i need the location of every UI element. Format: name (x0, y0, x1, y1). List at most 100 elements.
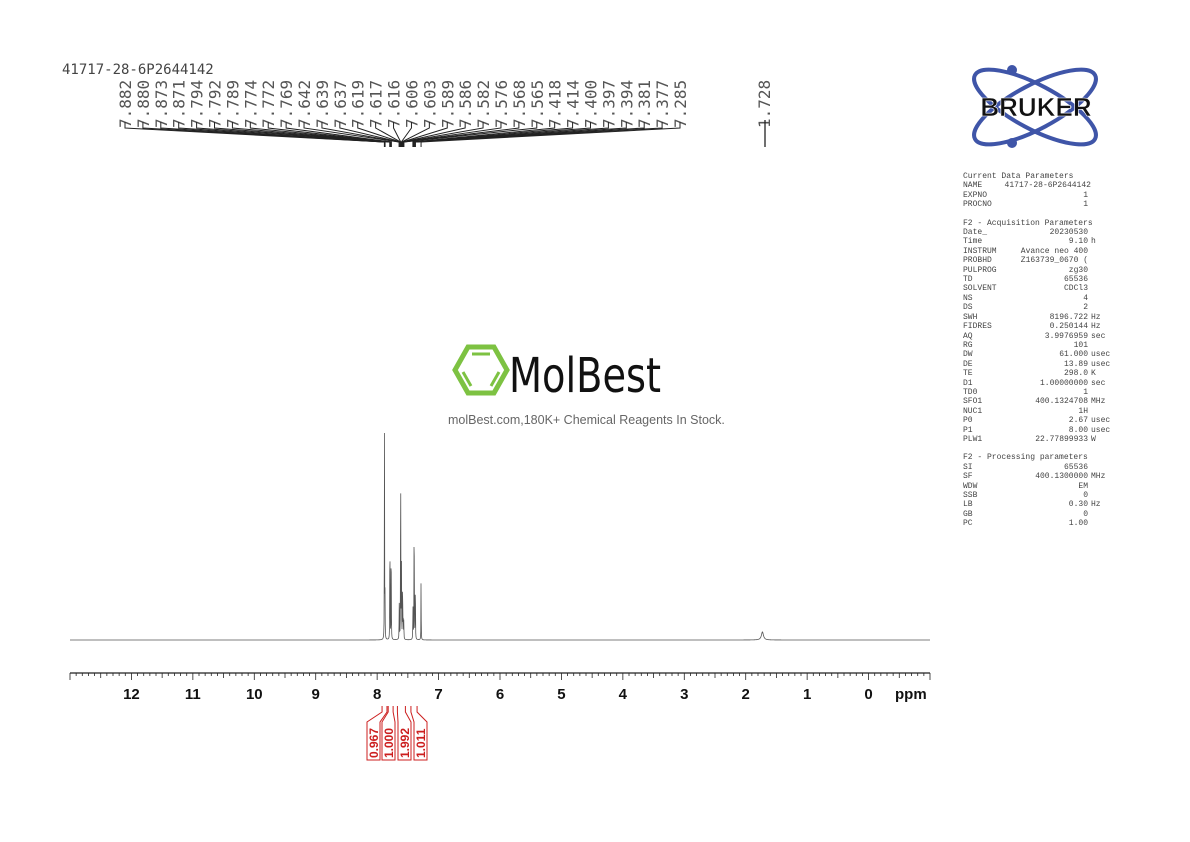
peak-label: 7.642 (295, 80, 314, 128)
param-row: P0 2.67 usec (963, 416, 1113, 425)
peak-label: 7.606 (402, 80, 421, 128)
param-value: 1 (1083, 200, 1088, 210)
integral-labels: 0.967 1.000 1.992 1.011 (366, 706, 428, 761)
param-value: 3.9976959 (1044, 331, 1088, 341)
param-name: NUC1 (963, 406, 983, 416)
peak-marker-line (412, 122, 574, 147)
param-row: TD 65536 (963, 275, 1113, 284)
param-name: Date_ (963, 228, 988, 238)
param-unit: MHz (1091, 397, 1106, 407)
axis-tick-label: 2 (742, 686, 750, 703)
param-unit (1088, 256, 1113, 265)
param-unit: Hz (1091, 312, 1101, 322)
param-value: 20230530 (1049, 228, 1088, 238)
param-unit (1088, 191, 1113, 200)
peak-label: 7.381 (635, 80, 654, 128)
param-unit: W (1091, 434, 1096, 444)
molbest-tagline: molBest.com,180K+ Chemical Reagents In S… (448, 413, 725, 427)
ppm-axis: 12 11 10 9 8 7 6 5 4 3 2 1 0 (69, 672, 931, 703)
param-value: zg30 (1068, 265, 1088, 275)
param-name: SI (963, 462, 973, 472)
param-unit (1088, 482, 1113, 491)
sample-id-title: 41717-28-6P2644142 (62, 62, 214, 78)
bruker-logo: BRUKER (972, 65, 1098, 148)
peak-label: 7.394 (617, 80, 636, 128)
param-value: 1 (1083, 190, 1088, 200)
param-value: CDCl3 (1063, 284, 1088, 294)
param-row: SWH 8196.722 Hz (963, 313, 1113, 322)
param-name: P1 (963, 425, 973, 435)
peak-label: 7.586 (456, 80, 475, 128)
axis-tick-label: 11 (185, 686, 201, 703)
param-name: NAME (963, 181, 983, 191)
param-name: TE (963, 369, 973, 379)
param-row: INSTRUM Avance neo 400 (963, 247, 1113, 256)
peak-label: 7.794 (188, 80, 207, 128)
peak-label: 7.619 (349, 80, 368, 128)
param-row: FIDRES 0.250144 Hz (963, 322, 1113, 331)
param-unit (1088, 266, 1113, 275)
param-unit (1091, 181, 1113, 190)
axis-tick-label: 9 (312, 686, 320, 703)
param-row: GB 0 (963, 510, 1113, 519)
param-row: SOLVENT CDCl3 (963, 284, 1113, 293)
integral-value: 1.011 (414, 728, 428, 758)
molbest-wordmark: MolBest (509, 348, 661, 404)
axis-tick-label: 7 (434, 686, 442, 703)
peak-label: 7.873 (152, 80, 171, 128)
param-unit (1088, 463, 1113, 472)
param-unit (1088, 284, 1113, 293)
param-value: 41717-28-6P2644142 (1004, 181, 1091, 191)
peak-label: 7.603 (420, 80, 439, 128)
peak-label: 7.882 (116, 80, 135, 128)
param-name: PLW1 (963, 434, 983, 444)
integral-value: 0.967 (367, 728, 381, 758)
param-value: 13.89 (1063, 359, 1088, 369)
integral-bracket (366, 706, 388, 761)
peak-marker-line (401, 122, 430, 147)
param-value: 0.250144 (1049, 322, 1088, 332)
param-row: WDW EM (963, 482, 1113, 491)
param-row: DE 13.89 usec (963, 360, 1113, 369)
axis-tick-label: 3 (680, 686, 688, 703)
param-unit: sec (1091, 331, 1106, 341)
param-unit (1088, 228, 1113, 237)
peak-label: 7.576 (492, 80, 511, 128)
molbest-logo: MolBest (452, 344, 661, 404)
param-value: EM (1078, 481, 1088, 491)
axis-tick-label: 0 (864, 686, 872, 703)
param-value: 8196.722 (1049, 312, 1088, 322)
param-name: WDW (963, 481, 978, 491)
param-unit (1088, 491, 1113, 500)
param-row: P1 8.00 usec (963, 426, 1113, 435)
param-name: GB (963, 509, 973, 519)
peak-label: 7.772 (259, 80, 278, 128)
param-unit: h (1091, 237, 1096, 247)
peak-marker-line (403, 122, 538, 147)
param-value: 2 (1083, 303, 1088, 313)
peak-label: 7.418 (546, 80, 565, 128)
param-row: DS 2 (963, 303, 1113, 312)
param-row: SF 400.1300000 MHz (963, 472, 1113, 481)
peak-label: 7.414 (564, 80, 583, 128)
param-row: TD0 1 (963, 388, 1113, 397)
param-row: SSB 0 (963, 491, 1113, 500)
param-section-title: F2 - Processing parameters (963, 453, 1088, 463)
param-row: SFO1 400.1324708 MHz (963, 397, 1113, 406)
param-name: Time (963, 237, 983, 247)
param-name: PROCNO (963, 200, 992, 210)
param-row: PROCNO 1 (963, 200, 1113, 209)
param-name: EXPNO (963, 190, 988, 200)
param-row: RG 101 (963, 341, 1113, 350)
peak-label: 7.565 (528, 80, 547, 128)
peak-marker-line (231, 122, 391, 147)
param-row: NAME 41717-28-6P2644142 (963, 181, 1113, 190)
param-unit (1088, 275, 1113, 284)
param-value: 400.1300000 (1035, 472, 1088, 482)
peak-label: 7.568 (510, 80, 529, 128)
param-row: TE 298.0 K (963, 369, 1113, 378)
param-section-title: F2 - Acquisition Parameters (963, 218, 1093, 228)
param-row: NS 4 (963, 294, 1113, 303)
param-name: SOLVENT (963, 284, 997, 294)
axis-tick-label: 10 (246, 686, 263, 703)
